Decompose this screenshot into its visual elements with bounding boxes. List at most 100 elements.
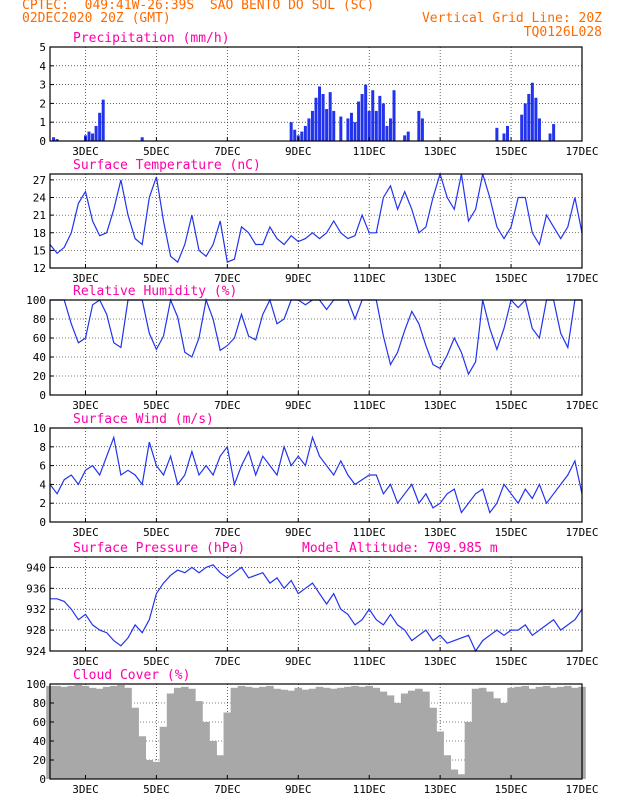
cloud-bar (507, 687, 515, 779)
cloud-bar (230, 687, 239, 779)
cloud-bar (564, 685, 572, 779)
precipitation-bar (328, 92, 332, 141)
humidity-line (50, 297, 582, 376)
precipitation-bar (417, 110, 421, 141)
cloud-bar (216, 755, 225, 779)
cloud-bar (180, 686, 189, 779)
header-line1: CPTEC: 049:41W-26:39S SAO BENTO DO SUL (… (22, 0, 375, 13)
precipitation-bar (523, 103, 527, 141)
precipitation-bar (339, 116, 343, 141)
precipitation-bar (360, 94, 364, 141)
cloud-bar (102, 686, 111, 779)
cloud-bar (457, 774, 466, 779)
cloud-frame (49, 683, 583, 780)
precipitation-frame (49, 46, 583, 142)
temperature-xtick-label: 3DEC (72, 272, 99, 285)
humidity-ytick-label: 0 (39, 389, 46, 402)
cloud-bar (173, 687, 182, 779)
temperature-ytick-label: 18 (33, 227, 46, 240)
cloud-bar (407, 690, 416, 779)
precipitation-bar (420, 118, 424, 141)
cloud-xtick-label: 11DEC (353, 783, 386, 796)
pressure-line (50, 564, 583, 653)
precipitation-bar (310, 110, 314, 141)
cloud-xtick-label: 17DEC (565, 783, 598, 796)
precipitation-bar (346, 118, 350, 141)
precipitation-xtick-label: 9DEC (285, 145, 312, 158)
wind-xtick-label: 15DEC (495, 526, 528, 539)
cloud-bar (485, 691, 494, 779)
pressure-xtick-label: 7DEC (214, 655, 241, 668)
cloud-bar (571, 687, 579, 779)
cloud-bar (379, 691, 388, 779)
precipitation-bar (527, 94, 531, 141)
precipitation-title: Precipitation (mm/h) (73, 31, 230, 46)
cloud-bar (88, 687, 97, 779)
precipitation-xtick-label: 7DEC (214, 145, 241, 158)
precipitation-bar (364, 84, 368, 141)
precipitation-bar (495, 127, 499, 141)
precipitation-xtick-label: 11DEC (353, 145, 386, 158)
cloud-title: Cloud Cover (%) (73, 668, 190, 683)
pressure-ytick-label: 940 (26, 561, 46, 574)
precipitation-bar (385, 125, 389, 141)
precipitation-xtick-label: 3DEC (72, 145, 99, 158)
cloud-xtick-label: 15DEC (495, 783, 528, 796)
cloud-bar (436, 731, 444, 779)
cloud-ytick-label: 40 (33, 735, 46, 748)
precipitation-bar (371, 90, 375, 141)
pressure-xtick-label: 5DEC (143, 655, 170, 668)
cloud-bar (152, 761, 161, 779)
cloud-bar (273, 688, 281, 779)
cloud-bar (95, 688, 104, 779)
cloud-bar (188, 688, 196, 779)
precipitation-bar (303, 125, 307, 141)
cloud-bar (237, 685, 246, 779)
cloud-bar (372, 687, 381, 779)
wind-ytick-label: 6 (39, 460, 46, 473)
precipitation-bar (548, 133, 552, 141)
cloud-bar (493, 698, 501, 779)
temperature-xtick-label: 17DEC (565, 272, 598, 285)
precipitation-bar (367, 110, 371, 141)
cloud-bar (145, 760, 154, 779)
cloud-bar (266, 685, 274, 779)
wind-ytick-label: 8 (39, 441, 46, 454)
precipitation-bar (502, 133, 506, 141)
precipitation-ytick-label: 3 (39, 79, 46, 92)
cloud-bar (67, 685, 76, 779)
wind-xtick-label: 17DEC (565, 526, 598, 539)
humidity-ytick-label: 40 (33, 351, 46, 364)
humidity-ytick-label: 20 (33, 370, 46, 383)
pressure-ytick-label: 932 (26, 603, 46, 616)
precipitation-bar (406, 131, 410, 141)
precipitation-bar (520, 114, 524, 141)
precipitation-bar (55, 139, 59, 141)
wind-ytick-label: 4 (39, 478, 46, 491)
precipitation-bar (293, 129, 297, 141)
precipitation-bar (530, 82, 534, 141)
humidity-xtick-label: 15DEC (495, 399, 528, 412)
wind-xtick-label: 9DEC (285, 526, 312, 539)
header-model-code: TQ0126L028 (523, 25, 602, 40)
temperature-xtick-label: 7DEC (214, 272, 241, 285)
cloud-bar (514, 686, 522, 779)
precipitation-ytick-label: 5 (39, 41, 46, 54)
cloud-bar (478, 687, 487, 779)
cloud-bar (415, 688, 423, 779)
cloud-ytick-label: 80 (33, 697, 46, 710)
temperature-xtick-label: 13DEC (424, 272, 457, 285)
precipitation-ytick-label: 1 (39, 116, 46, 129)
cloud-bar (365, 685, 373, 779)
cloud-bar (244, 686, 253, 779)
precipitation-bar (140, 137, 144, 141)
humidity-xtick-label: 9DEC (285, 399, 312, 412)
cloud-bar (74, 684, 83, 779)
precipitation-bar (537, 118, 541, 141)
humidity-ytick-label: 60 (33, 332, 46, 345)
cloud-bar (329, 688, 338, 779)
precipitation-bar (353, 122, 357, 141)
cloud-ytick-label: 20 (33, 754, 46, 767)
cloud-bar (528, 688, 537, 779)
